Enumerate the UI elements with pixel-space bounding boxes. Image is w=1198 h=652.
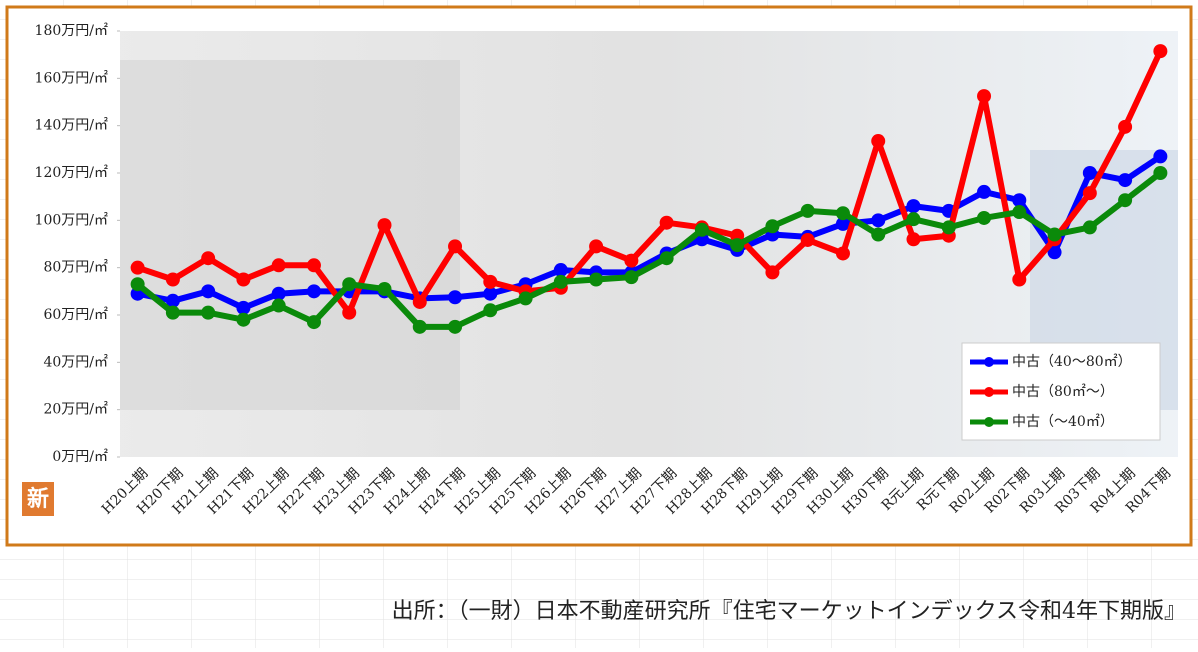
point [871,134,886,149]
y-tick-label: 60万円/㎡ [43,307,108,323]
point [835,216,850,231]
point [1012,205,1027,220]
point [871,213,886,228]
point [553,263,568,278]
y-tick-label: 160万円/㎡ [35,70,108,86]
point [1118,173,1133,188]
point [271,286,286,301]
point [201,305,216,320]
point [906,232,921,247]
point [1047,245,1062,260]
point [483,274,498,289]
point [201,284,216,299]
y-tick-label: 20万円/㎡ [43,402,108,418]
point [1153,149,1168,164]
point [906,212,921,227]
point [765,219,780,234]
point [800,203,815,218]
point [553,274,568,289]
point [835,246,850,261]
legend-label: 中古（80㎡～） [1012,384,1114,400]
point [518,291,533,306]
point [589,272,604,287]
point [977,89,992,104]
point [130,277,145,292]
point [835,206,850,221]
point [483,303,498,318]
point [941,220,956,235]
badge-box [22,482,54,516]
legend-label: 中古（～40㎡） [1012,414,1114,430]
y-tick-label: 40万円/㎡ [43,354,108,370]
point [201,251,216,266]
point [306,284,321,299]
point [448,319,463,334]
point [765,265,780,280]
y-tick-label: 140万円/㎡ [35,118,108,134]
point [800,232,815,247]
point [377,218,392,233]
point [306,315,321,330]
point [624,253,639,268]
point [236,300,251,315]
badge: 新 [27,486,49,512]
point [589,239,604,254]
point [342,305,357,320]
point [236,272,251,287]
point [483,286,498,301]
point [342,277,357,292]
point [412,294,427,309]
point [659,215,674,230]
point [306,258,321,273]
point [1118,193,1133,208]
point [1047,227,1062,242]
point [1012,272,1027,287]
point [977,184,992,199]
point [659,251,674,266]
y-tick-label: 180万円/㎡ [35,23,108,39]
y-tick-label: 0万円/㎡ [52,449,108,465]
point [1082,166,1097,180]
background-building [120,60,460,410]
point [1082,220,1097,235]
point [448,290,463,305]
y-tick-label: 100万円/㎡ [35,212,108,228]
point [412,319,427,334]
point [130,260,145,275]
point [871,227,886,242]
point [1153,166,1168,180]
point [624,270,639,285]
point [906,199,921,214]
point [977,210,992,225]
point [165,272,180,287]
point [236,312,251,327]
y-tick-label: 80万円/㎡ [43,260,108,276]
point [1118,119,1133,134]
point [271,298,286,313]
point [730,238,745,253]
point [1153,44,1168,59]
legend-marker [984,387,994,397]
point [165,305,180,320]
point [1012,193,1027,208]
point [1082,186,1097,201]
legend-label: 中古（40～80㎡） [1012,354,1132,370]
point [271,258,286,273]
point [448,239,463,254]
source-note: 出所：（一財）日本不動産研究所『住宅マーケットインデックス令和4年下期版』 [392,599,1186,624]
point [377,281,392,296]
y-tick-label: 120万円/㎡ [35,165,108,181]
legend-marker [984,357,994,367]
legend-marker [984,417,994,427]
point [694,222,709,237]
point [165,293,180,308]
